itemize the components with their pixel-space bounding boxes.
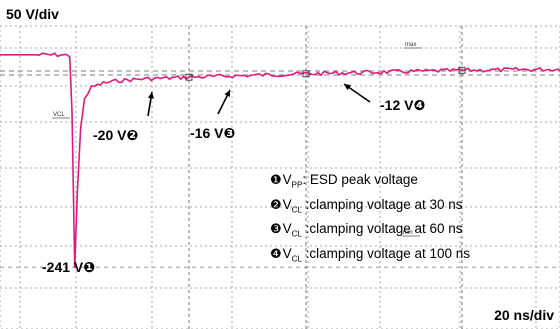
cursor-tag-max: max [404,42,422,49]
horizontal-scale-label: 20 ns/div [494,307,554,323]
annotation-vcl30: -20 V❷ [93,26,193,329]
vertical-scale-label: 50 V/div [6,6,59,22]
annotation-point [185,73,193,81]
legend-item-vpp: ❶VPP: ESD peak voltage [270,172,418,190]
svg-text:VCL: VCL [53,112,65,118]
annotation-arrowhead [224,90,230,97]
annotation-point [458,66,466,74]
svg-text:max: max [405,42,416,48]
annotation-vcl60: -16 V❸ [190,26,310,329]
annotation-label: -20 V❷ [93,127,138,143]
signal-trace [0,52,560,269]
annotations: -241 V❶ -20 V❷ -16 V❸ -12 V❹ [42,26,466,329]
legend-item-vcl-30ns: ❷VCL :clamping voltage at 30 ns [270,196,463,215]
legend-item-vcl-60ns: ❸VCL :clamping voltage at 60 ns [270,221,463,240]
legend-marker: ❷ [270,196,282,212]
legend-marker: ❸ [270,221,282,237]
annotation-vpp: -241 V❶ [42,259,95,275]
legend-marker: ❹ [270,246,282,262]
cursor-tags: max VCL min [52,42,422,237]
legend: ❶VPP: ESD peak voltage ❷VCL :clamping vo… [270,170,470,269]
annotation-arrowhead [344,84,351,91]
cursor-tag-min: min [402,230,420,237]
annotation-vcl100: -12 V❹ [343,26,466,329]
svg-text:min: min [403,230,413,236]
legend-item-vcl-100ns: ❹VCL :clamping voltage at 100 ns [270,246,471,264]
annotation-label: -16 V❸ [190,125,235,141]
cursor-tag-vcl: VCL [52,112,70,119]
annotation-point [302,70,310,78]
annotation-label: -241 V❶ [42,259,95,275]
scope-grid [0,25,560,329]
annotation-arrowhead [147,92,154,99]
annotation-label: -12 V❹ [380,97,425,113]
legend-marker: ❶ [270,172,282,187]
